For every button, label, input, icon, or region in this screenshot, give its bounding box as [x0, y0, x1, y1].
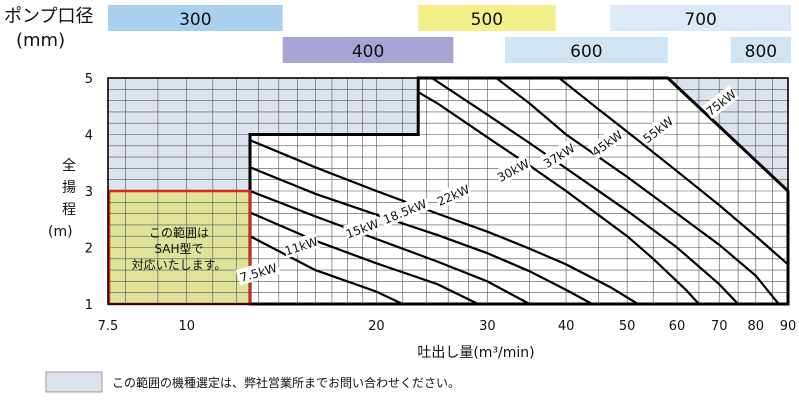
x-tick-label: 80 — [747, 319, 764, 334]
pump-band-label: 400 — [352, 42, 384, 62]
pump-band-700 — [610, 5, 791, 31]
y-tick-label: 1 — [85, 298, 93, 313]
curve-label-bg — [434, 180, 472, 209]
pump-band-label: 600 — [570, 42, 602, 62]
y-axis-label-char: (m) — [48, 224, 73, 240]
sah-note-line: SAH型で — [154, 242, 203, 256]
power-curve-30kW — [417, 91, 700, 304]
curve-label-bg — [282, 232, 320, 259]
curve-label-bg — [235, 258, 281, 286]
x-axis-label: 吐出し量(m³/min) — [417, 345, 534, 361]
curve-label-bg — [539, 139, 578, 172]
pump-band-800 — [730, 37, 791, 63]
legend-text: この範囲の機種選定は、弊社営業所までお問い合わせください。 — [112, 375, 460, 390]
power-curve-22kW — [250, 139, 639, 304]
curve-label-bg — [639, 112, 677, 147]
y-tick-label: 4 — [85, 129, 93, 144]
sah-note-line: この範囲は — [149, 225, 209, 240]
plot-frame — [107, 77, 789, 305]
curve-label-bg — [493, 154, 532, 185]
y-tick-label: 5 — [85, 72, 93, 87]
pump-band-label: 800 — [745, 42, 777, 62]
power-curve-45kW — [495, 78, 780, 304]
pump-band-label: 700 — [684, 10, 716, 30]
power-curve-15kW — [250, 189, 531, 304]
power-curve-55kW — [558, 78, 788, 266]
pump-band-label: 500 — [471, 10, 503, 30]
sah-note-line: 対応いたします。 — [132, 258, 227, 272]
x-tick-label: 40 — [558, 319, 575, 334]
pump-diameter-title: ポンプ口径 — [4, 6, 93, 27]
y-axis-label-char: 程 — [62, 202, 76, 218]
x-tick-label: 7.5 — [98, 319, 119, 334]
y-tick-label: 3 — [85, 185, 93, 200]
x-tick-label: 20 — [368, 319, 385, 334]
pump-diameter-unit: (mm) — [16, 30, 65, 51]
pump-band-300 — [108, 5, 283, 31]
legend-swatch — [45, 371, 103, 393]
curve-label-bg — [378, 194, 431, 228]
power-curve-37kW — [431, 78, 739, 304]
pump-band-500 — [418, 5, 556, 31]
x-tick-label: 70 — [711, 319, 728, 334]
power-curve-7.5kW — [250, 235, 403, 304]
power-curve-18.5kW — [250, 166, 593, 304]
x-tick-label: 30 — [479, 319, 496, 334]
x-tick-label: 50 — [619, 319, 636, 334]
x-tick-label: 60 — [669, 319, 686, 334]
x-tick-label: 90 — [780, 319, 797, 334]
curve-label-bg — [702, 85, 740, 120]
pump-band-label: 300 — [179, 10, 211, 30]
curve-label-bg — [588, 126, 626, 160]
y-axis-label-char: 揚 — [62, 179, 76, 196]
curve-label-bg — [343, 214, 381, 242]
y-tick-label: 2 — [85, 242, 93, 257]
y-axis-label-char: 全 — [62, 157, 76, 174]
pump-band-600 — [505, 37, 668, 63]
x-tick-label: 10 — [178, 319, 195, 334]
power-curve-11kW — [250, 211, 479, 304]
pump-band-400 — [282, 37, 454, 63]
